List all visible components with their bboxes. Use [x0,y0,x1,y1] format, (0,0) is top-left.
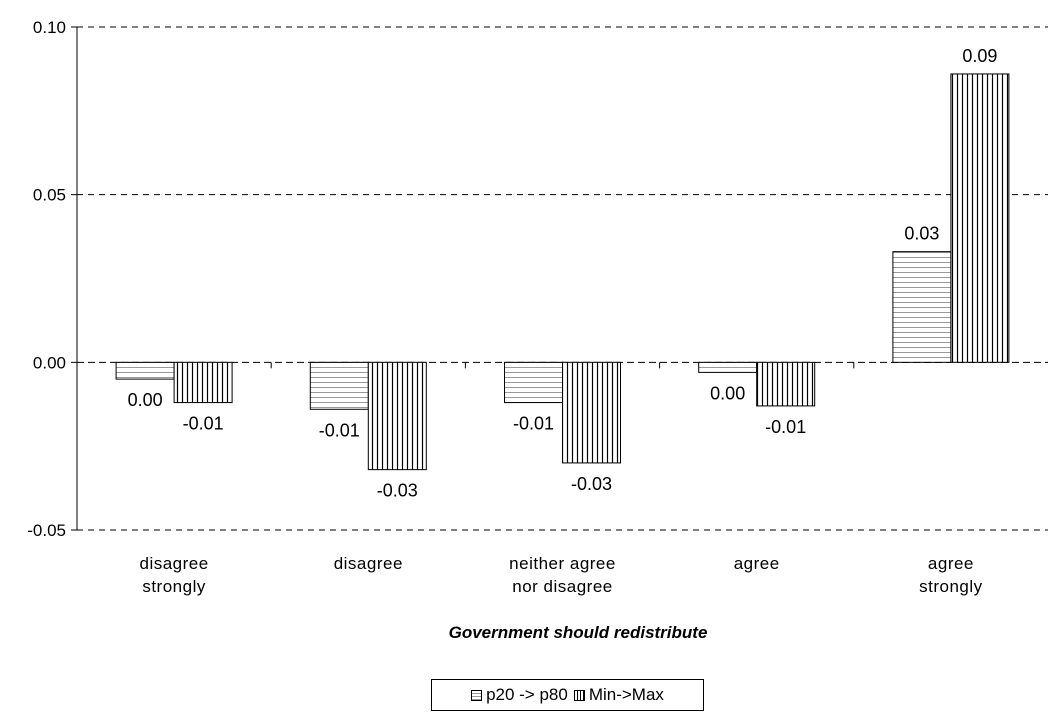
category-label: neither agree [509,554,616,573]
bar-p20-p80 [698,361,758,373]
category-label: strongly [142,577,206,596]
data-label: 0.09 [962,46,997,66]
data-label: 0.00 [710,383,745,403]
data-label: -0.03 [377,481,418,501]
data-label: -0.01 [765,417,806,437]
data-label: -0.01 [513,414,554,434]
data-label: -0.01 [319,420,360,440]
legend-item-p20-p80: p20 -> p80 [471,685,568,705]
legend-label: Min->Max [588,685,664,704]
bar-p20-p80 [504,361,563,404]
y-tick-label: 0.10 [33,18,66,37]
data-label: -0.03 [571,474,612,494]
legend: p20 -> p80 Min->Max [431,679,704,711]
bar-min-max [950,73,1010,363]
legend-label: p20 -> p80 [486,685,568,704]
bars [115,73,1010,471]
bar-min-max [562,361,621,464]
category-label: disagree [139,554,208,573]
category-label: agree [734,554,780,573]
y-axis: -0.05 0.00 0.05 0.10 [27,18,855,540]
category-label: nor disagree [512,577,613,596]
y-tick-label: -0.05 [27,521,66,540]
y-tick-label: 0.00 [33,353,66,372]
data-labels: 0.00 -0.01 -0.01 -0.03 -0.01 -0.03 0.00 -0.01 0.… [128,46,998,501]
data-label: 0.00 [128,390,163,410]
data-label: -0.01 [183,414,224,434]
bar-min-max [367,361,427,471]
bar-p20-p80 [309,361,369,410]
category-labels: disagree strongly disagree neither agree nor… [139,554,982,596]
data-label: 0.03 [904,224,939,244]
category-label: disagree [334,554,403,573]
category-label: agree [928,554,974,573]
bar-p20-p80 [892,251,952,363]
bar-p20-p80 [115,361,175,380]
category-label: strongly [919,577,983,596]
x-axis-title: Government should redistribute [449,623,708,642]
legend-item-min-max: Min->Max [573,685,664,705]
y-tick-label: 0.05 [33,186,66,205]
legend-swatch-vertical [573,689,585,701]
bar-min-max [756,361,816,407]
bar-min-max [173,361,233,404]
legend-swatch-horizontal [471,689,483,701]
